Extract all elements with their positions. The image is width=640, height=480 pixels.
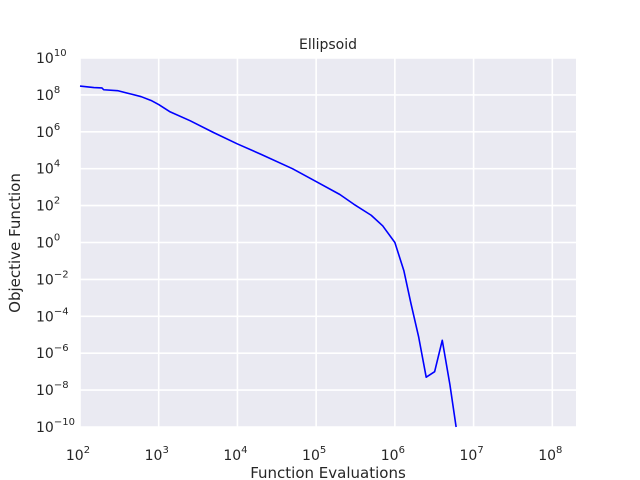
y-axis-label: Objective Function — [6, 173, 24, 313]
grid — [79, 57, 576, 428]
x-axis-label: Function Evaluations — [250, 464, 406, 480]
x-tick-label-3: 105 — [302, 445, 326, 464]
x-tick-label-5: 107 — [459, 445, 483, 464]
y-tick-label-0: 1010 — [36, 48, 67, 67]
series-layer — [79, 85, 457, 428]
x-tick-label-1: 103 — [145, 445, 169, 464]
y-tick-label-2: 106 — [36, 122, 60, 141]
series-line-0 — [79, 85, 457, 428]
y-tick-label-10: 10−10 — [36, 417, 75, 436]
chart-title: Ellipsoid — [299, 37, 357, 53]
y-tick-label-4: 102 — [36, 196, 60, 215]
y-tick-label-7: 10−4 — [36, 306, 69, 325]
x-tick-label-2: 104 — [223, 445, 247, 464]
x-tick-label-0: 102 — [66, 445, 90, 464]
y-tick-label-6: 10−2 — [36, 269, 69, 288]
x-tick-label-6: 108 — [538, 445, 562, 464]
y-tick-label-3: 104 — [36, 159, 60, 178]
y-tick-label-9: 10−8 — [36, 380, 69, 399]
y-tick-labels: 1010 108 106 104 102 100 10−2 10−4 10−6 10−8 10−10 — [36, 48, 75, 436]
y-tick-label-1: 108 — [36, 85, 60, 104]
x-tick-label-4: 106 — [381, 445, 405, 464]
y-tick-label-5: 100 — [36, 233, 60, 252]
x-tick-labels: 102 103 104 105 106 107 108 — [66, 445, 563, 464]
y-tick-label-8: 10−6 — [36, 343, 69, 362]
